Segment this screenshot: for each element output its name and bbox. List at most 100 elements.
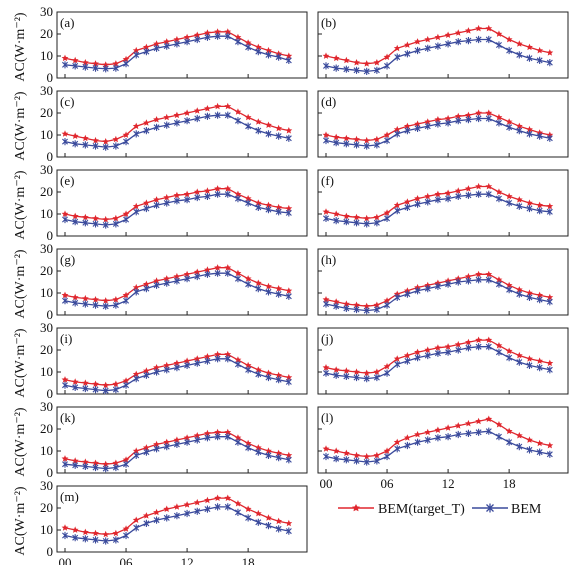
data-point-bem [102, 302, 109, 310]
data-point-bem [194, 272, 201, 281]
data-point-bem [214, 190, 221, 198]
panel-label: (l) [321, 410, 333, 425]
data-point-bem [112, 536, 119, 544]
data-point-bem [102, 221, 109, 229]
data-point-target [254, 118, 262, 125]
data-point-bem [62, 61, 68, 69]
data-point-bem [536, 296, 543, 304]
data-point-bem [184, 509, 191, 518]
data-point-bem [353, 373, 360, 382]
data-point-target [224, 264, 232, 271]
data-point-target [61, 210, 69, 217]
data-point-target [61, 455, 69, 462]
data-point-target [244, 275, 252, 282]
data-point-bem [373, 66, 380, 74]
data-point-target [475, 24, 483, 32]
y-tick-label: 20 [40, 421, 53, 436]
data-point-bem [465, 37, 472, 45]
data-point-target [332, 447, 340, 454]
data-point-target [424, 118, 432, 125]
data-point-target [515, 40, 523, 47]
data-point-bem [184, 361, 191, 369]
data-point-target [254, 279, 262, 287]
data-point-target [254, 366, 262, 373]
data-point-bem [455, 192, 462, 200]
data-point-bem [495, 433, 502, 441]
data-point-bem [285, 134, 292, 142]
panel: (d) [317, 90, 569, 158]
data-point-bem [275, 525, 282, 533]
data-point-target [505, 347, 513, 355]
data-point-bem [234, 275, 241, 283]
data-point-target [342, 56, 350, 64]
data-point-target [495, 342, 503, 349]
data-point-bem [123, 460, 130, 468]
data-point-bem [384, 452, 391, 461]
data-point-bem [414, 46, 421, 55]
data-point-bem [82, 219, 89, 227]
panel-frame [56, 485, 308, 553]
data-point-target [142, 367, 150, 374]
data-point-bem [123, 138, 130, 146]
data-point-target [515, 122, 523, 130]
panel: 0 10 20 30 (g) AC(W·m⁻²) [13, 241, 308, 322]
data-point-target [353, 301, 360, 309]
data-point-target [322, 52, 330, 59]
data-point-bem [373, 457, 380, 465]
data-point-bem [506, 123, 513, 131]
data-point-target [475, 336, 483, 344]
data-point-bem [245, 199, 252, 207]
data-point-target [546, 359, 554, 367]
data-point-bem [245, 514, 252, 522]
data-point-bem [133, 375, 140, 383]
data-point-target [285, 204, 293, 212]
data-point-bem [92, 220, 99, 228]
data-point-target [132, 46, 140, 54]
data-point-bem [245, 43, 252, 51]
data-point-bem [265, 130, 272, 138]
data-point-target [244, 505, 252, 513]
data-point-target [102, 460, 110, 468]
data-point-target [322, 131, 330, 138]
data-point-target [403, 41, 411, 48]
data-point-target [332, 366, 340, 373]
data-point-bem [343, 140, 350, 148]
data-point-target [424, 35, 432, 43]
data-point-bem [204, 112, 211, 120]
data-point-target [112, 214, 120, 222]
data-point-target [224, 185, 232, 192]
data-point-bem [245, 280, 252, 288]
data-point-target [71, 457, 79, 464]
data-point-bem [445, 348, 452, 356]
data-point-target [81, 458, 89, 465]
x-tick-label: 18 [503, 476, 516, 491]
panel: (f) [317, 169, 569, 237]
data-point-bem [424, 285, 431, 293]
panel-grid: 0 10 20 30 (a) AC(W·m⁻²) (b) 0 10 20 30 (c) AC(W·m⁻²… [13, 4, 569, 565]
data-point-target [536, 46, 544, 54]
data-point-bem [133, 130, 140, 138]
data-point-bem [465, 429, 472, 437]
data-point-bem [194, 193, 201, 202]
data-point-bem [465, 344, 472, 352]
data-point-bem [234, 438, 241, 446]
panel: 0 10 20 30 00 06 12 18 (m) AC(W·m⁻²) [13, 478, 308, 565]
data-point-bem [475, 276, 482, 284]
data-point-target [265, 121, 272, 129]
y-tick-label: 10 [40, 364, 53, 379]
legend: BEM(target_T) BEM [338, 502, 542, 517]
data-point-target [393, 125, 401, 133]
data-point-bem [285, 378, 292, 386]
data-point-bem [214, 269, 221, 277]
data-point-target [536, 439, 544, 447]
data-point-target [204, 496, 211, 504]
data-point-bem [536, 448, 543, 456]
data-point-target [285, 451, 293, 459]
data-point-target [153, 277, 160, 284]
data-point-target [153, 508, 160, 516]
data-point-target [465, 419, 472, 427]
data-point-target [153, 364, 160, 371]
data-point-bem [173, 364, 180, 372]
data-point-target [485, 415, 493, 423]
data-point-target [275, 449, 283, 457]
